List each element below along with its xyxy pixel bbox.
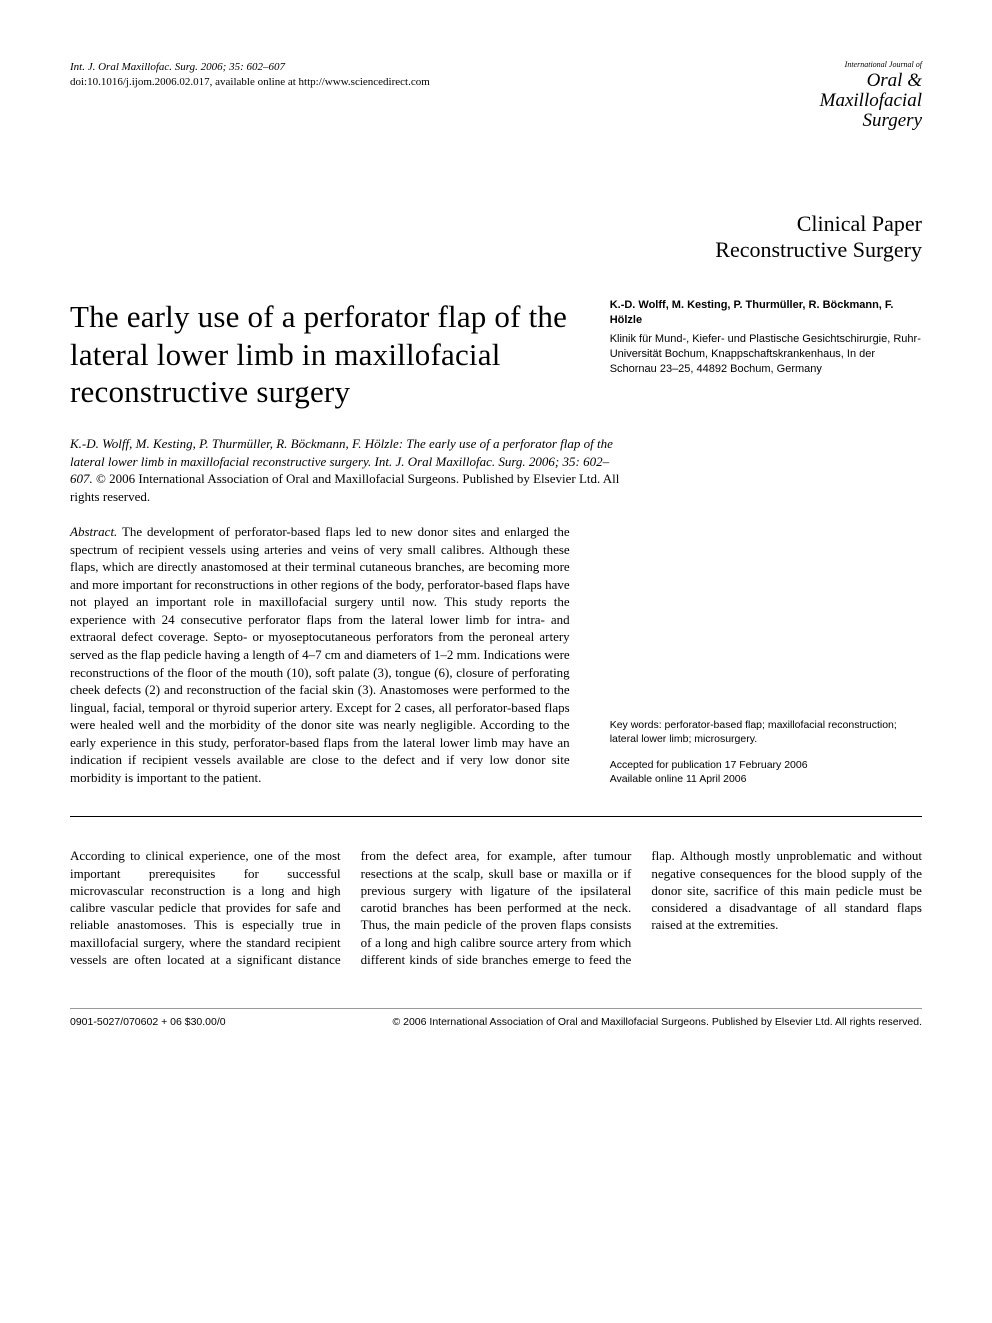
meta-column: Key words: perforator-based flap; maxill… — [610, 523, 922, 786]
section-label: Clinical Paper Reconstructive Surgery — [70, 211, 922, 264]
page-footer: 0901-5027/070602 + 06 $30.00/0 © 2006 In… — [70, 1008, 922, 1029]
section-divider — [70, 816, 922, 817]
keywords: Key words: perforator-based flap; maxill… — [610, 718, 922, 746]
author-affiliation: Klinik für Mund-, Kiefer- und Plastische… — [610, 332, 922, 377]
title-column: The early use of a perforator flap of th… — [70, 298, 570, 410]
journal-logo-line1: Oral & — [820, 71, 922, 91]
body-paragraph-1: According to clinical experience, one of… — [70, 847, 922, 968]
abstract-meta-row: Abstract. The development of perforator-… — [70, 523, 922, 786]
inline-citation-rest: © 2006 International Association of Oral… — [70, 471, 619, 504]
online-date: Available online 11 April 2006 — [610, 772, 922, 786]
author-names: K.-D. Wolff, M. Kesting, P. Thurmüller, … — [610, 298, 922, 328]
authors-column: K.-D. Wolff, M. Kesting, P. Thurmüller, … — [610, 298, 922, 410]
citation-line-2: doi:10.1016/j.ijom.2006.02.017, availabl… — [70, 75, 430, 90]
journal-logo-line3: Surgery — [820, 111, 922, 131]
footer-right: © 2006 International Association of Oral… — [392, 1015, 922, 1029]
body-text: According to clinical experience, one of… — [70, 847, 922, 968]
citation-line-1: Int. J. Oral Maxillofac. Surg. 2006; 35:… — [70, 60, 430, 75]
running-citation: Int. J. Oral Maxillofac. Surg. 2006; 35:… — [70, 60, 430, 90]
journal-logo-line2: Maxillofacial — [820, 91, 922, 111]
abstract-label: Abstract. — [70, 524, 117, 539]
article-title: The early use of a perforator flap of th… — [70, 298, 570, 410]
accepted-date: Accepted for publication 17 February 200… — [610, 758, 922, 772]
section-line1: Clinical Paper — [70, 211, 922, 237]
footer-left: 0901-5027/070602 + 06 $30.00/0 — [70, 1015, 226, 1029]
abstract-text: The development of perforator-based flap… — [70, 524, 570, 785]
inline-citation: K.-D. Wolff, M. Kesting, P. Thurmüller, … — [70, 435, 622, 505]
section-line2: Reconstructive Surgery — [70, 237, 922, 263]
title-author-row: The early use of a perforator flap of th… — [70, 298, 922, 410]
abstract: Abstract. The development of perforator-… — [70, 523, 570, 786]
page-header-row: Int. J. Oral Maxillofac. Surg. 2006; 35:… — [70, 60, 922, 131]
journal-logo: International Journal of Oral & Maxillof… — [820, 60, 922, 131]
